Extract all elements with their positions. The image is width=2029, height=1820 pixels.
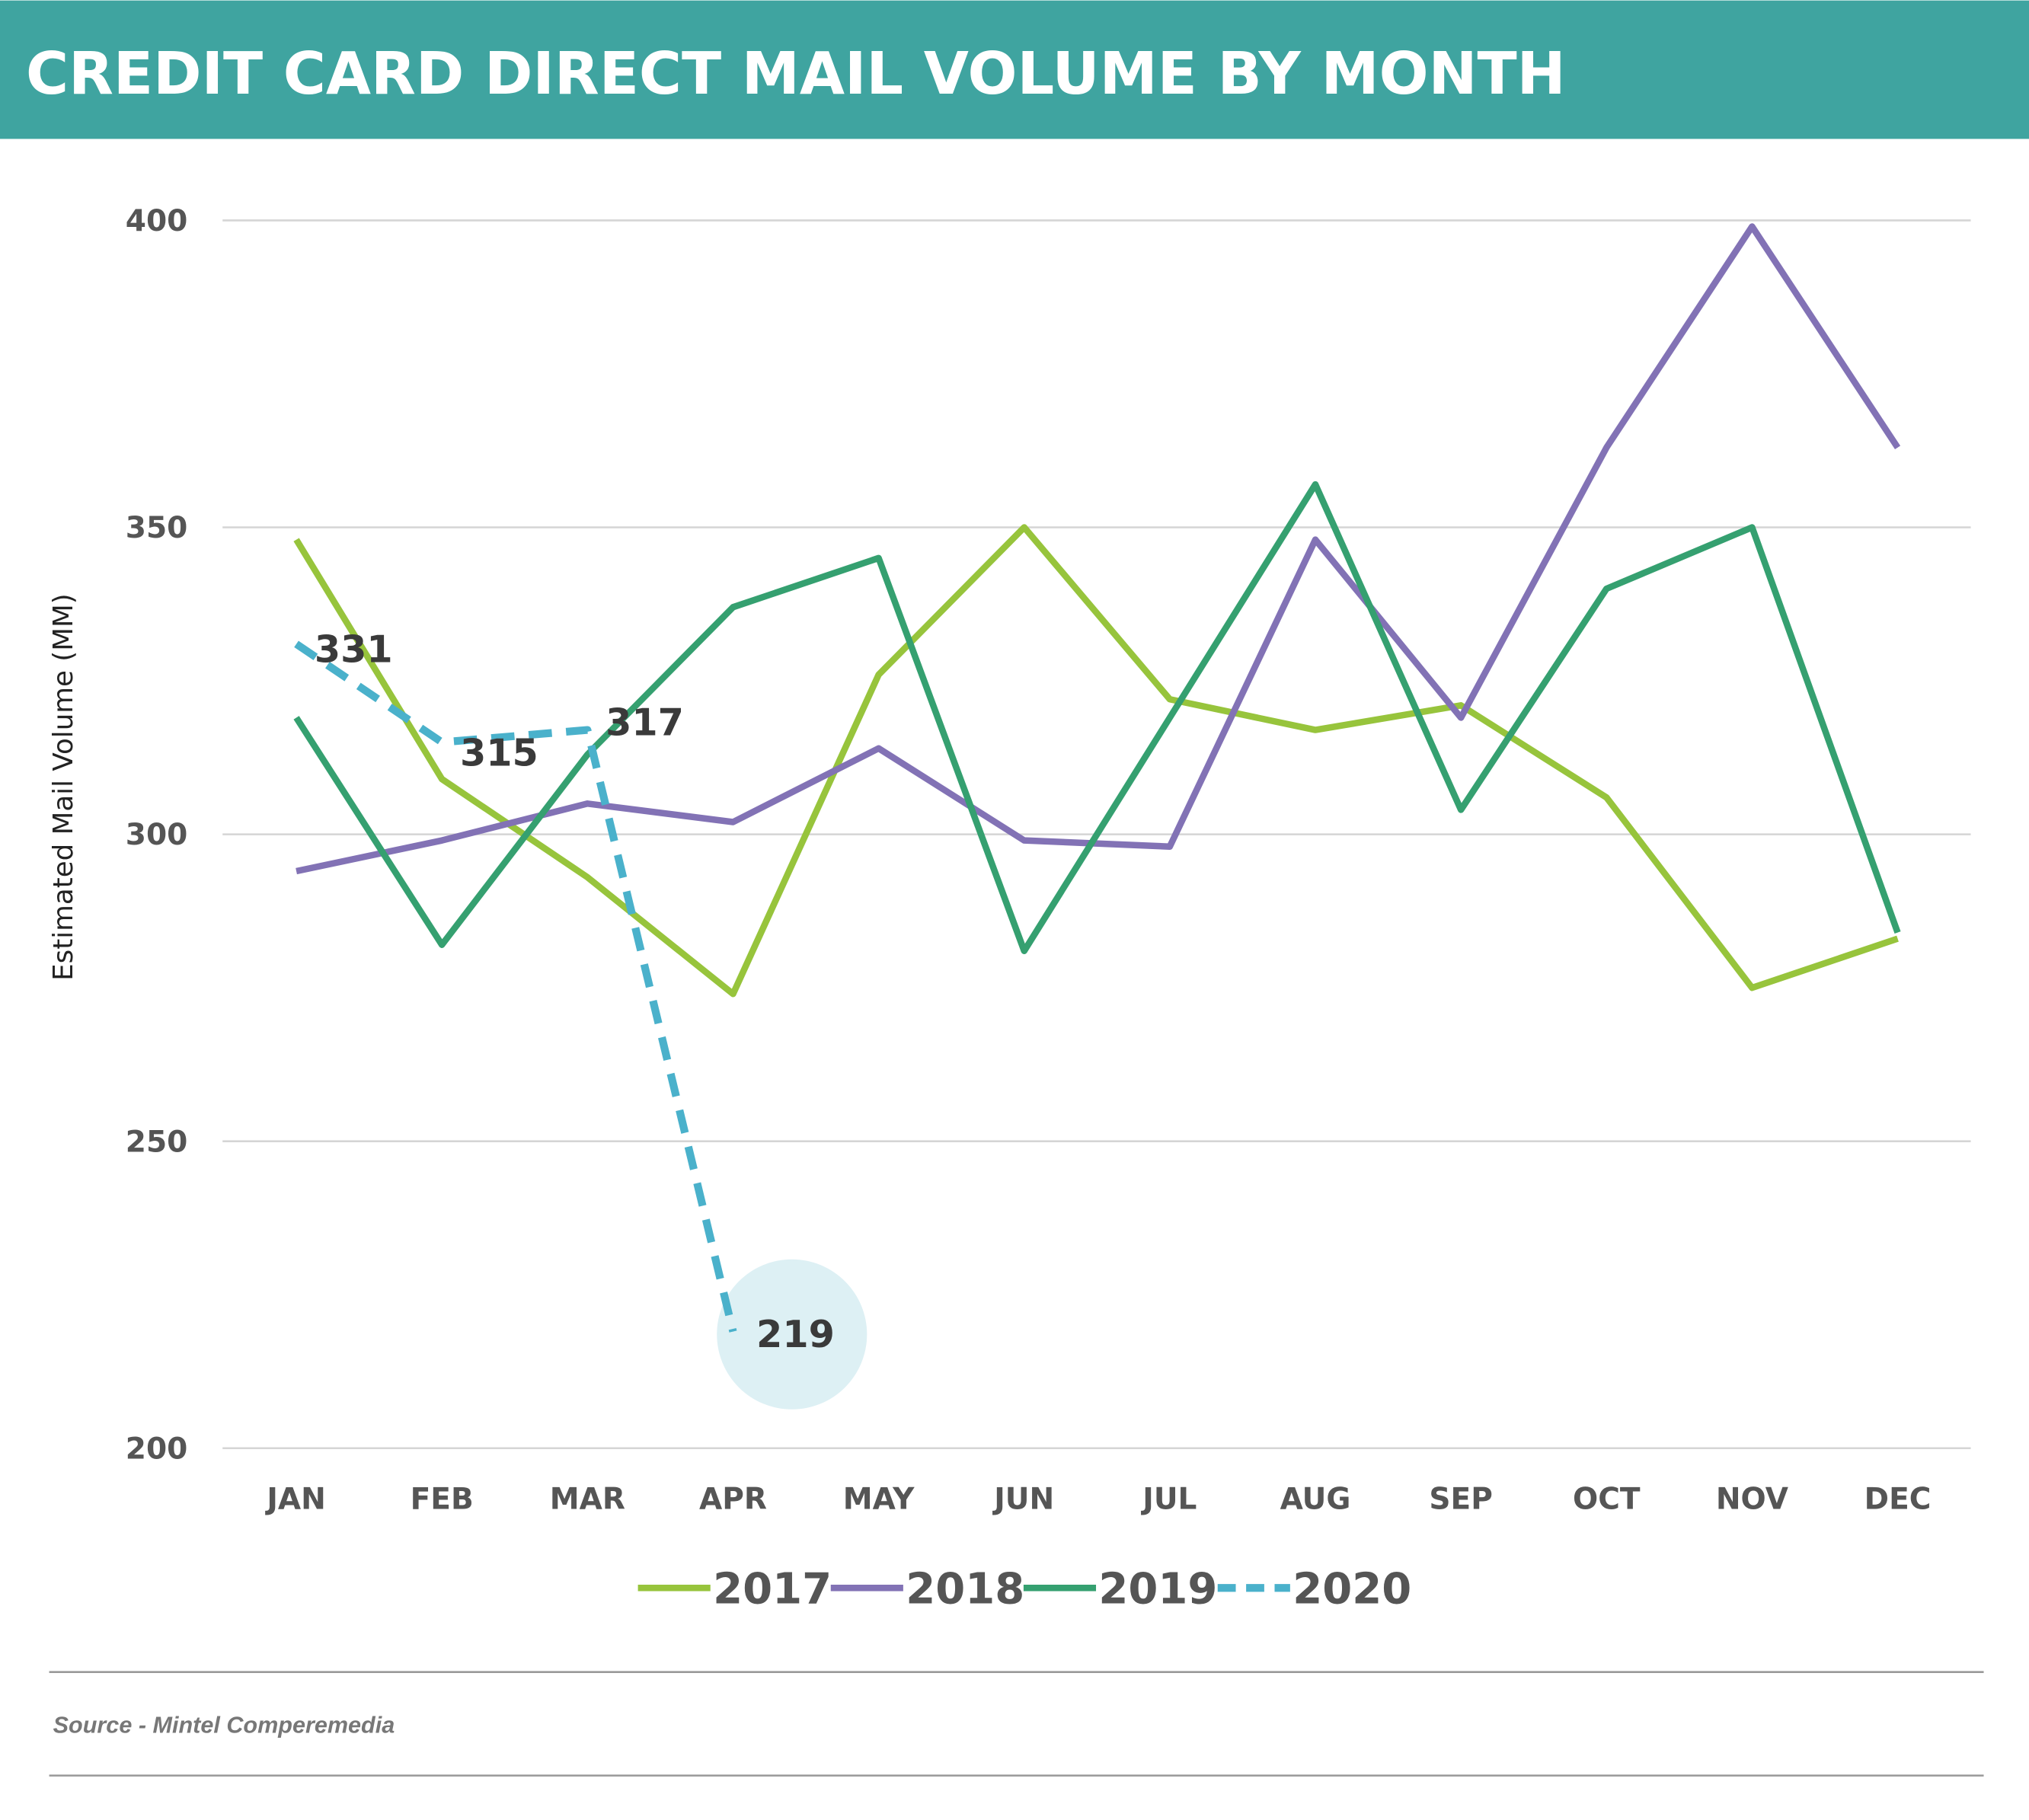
legend-label-2017: 2017 bbox=[713, 1565, 832, 1614]
series-line-2020 bbox=[294, 640, 737, 1333]
y-tick-label: 350 bbox=[126, 511, 188, 545]
header-bar bbox=[0, 0, 2029, 139]
x-tick-label: MAR bbox=[550, 1483, 625, 1517]
data-label: 331 bbox=[315, 627, 393, 671]
x-tick-label: JAN bbox=[264, 1483, 325, 1517]
x-tick-label: AUG bbox=[1280, 1483, 1351, 1517]
x-tick-label: NOV bbox=[1716, 1483, 1789, 1517]
x-tick-label: SEP bbox=[1429, 1483, 1492, 1517]
data-label: 315 bbox=[460, 730, 538, 774]
y-tick-label: 200 bbox=[126, 1432, 188, 1466]
x-tick-label: FEB bbox=[411, 1483, 474, 1517]
x-tick-label: JUL bbox=[1140, 1483, 1197, 1517]
page-title: CREDIT CARD DIRECT MAIL VOLUME BY MONTH bbox=[26, 40, 1566, 108]
x-tick-label: JUN bbox=[992, 1483, 1054, 1517]
y-tick-label: 250 bbox=[126, 1125, 188, 1159]
y-tick-label: 300 bbox=[126, 818, 188, 852]
y-axis-label: Estimated Mail Volume (MM) bbox=[48, 593, 79, 981]
x-tick-label: DEC bbox=[1864, 1483, 1932, 1517]
legend-label-2018: 2018 bbox=[906, 1565, 1024, 1614]
y-tick-label: 400 bbox=[126, 204, 188, 238]
x-tick-label: OCT bbox=[1573, 1483, 1641, 1517]
legend-label-2020: 2020 bbox=[1292, 1565, 1411, 1614]
legend-label-2019: 2019 bbox=[1098, 1565, 1217, 1614]
data-label: 219 bbox=[756, 1312, 835, 1356]
x-tick-label: APR bbox=[699, 1483, 767, 1517]
x-tick-label: MAY bbox=[843, 1483, 915, 1517]
series-line-2017 bbox=[293, 524, 1899, 998]
data-label: 317 bbox=[606, 700, 684, 744]
series-line-2019 bbox=[293, 481, 1901, 955]
series-line-2018 bbox=[296, 223, 1901, 875]
highlight-circle bbox=[717, 1259, 868, 1410]
source-note: Source - Mintel Comperemedia bbox=[53, 1713, 395, 1739]
